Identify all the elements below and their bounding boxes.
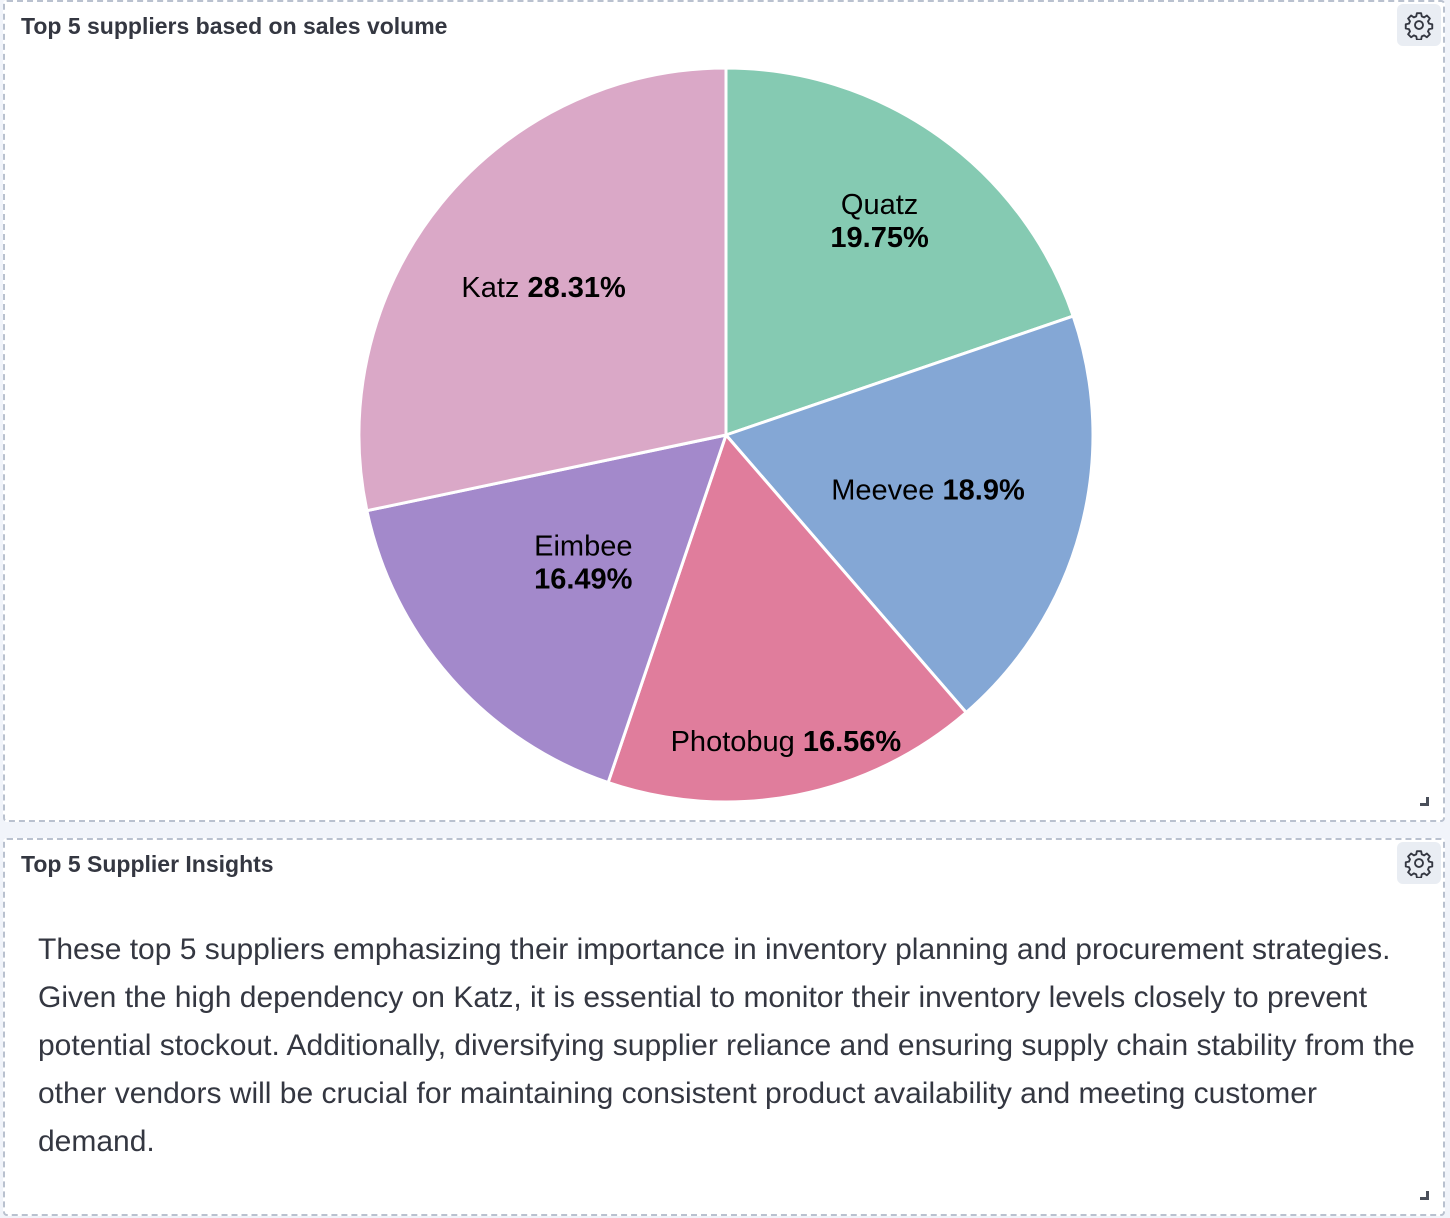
pie-slice-eimbee[interactable] [365,433,728,785]
pie-chart: Quatz 19.75% Meevee 18.9% Photobug 16.56% Ei… [357,66,1095,804]
chart-panel-settings-button[interactable] [1397,4,1441,46]
pie-label-percent: 18.9% [943,475,1025,507]
pie-label-name: Meevee [831,475,942,507]
pie-label-percent: 16.56% [803,726,902,758]
pie-label-quatz: Quatz 19.75% [830,189,929,254]
resize-handle[interactable] [1420,1191,1429,1200]
chart-panel: Top 5 suppliers based on sales volume Qu… [3,0,1445,822]
pie-slice-photobug[interactable] [606,433,968,804]
pie-slice-quatz[interactable] [724,66,1075,437]
insights-panel-settings-button[interactable] [1397,842,1441,884]
pie-label-meevee: Meevee 18.9% [831,475,1025,507]
gear-icon [1404,850,1434,878]
insights-panel-title: Top 5 Supplier Insights [21,851,274,877]
pie-label-percent: 16.49% [534,564,633,596]
pie-label-katz: Katz 28.31% [461,272,626,304]
resize-handle[interactable] [1420,797,1429,806]
pie-label-name: Eimbee [534,531,632,563]
pie-label-percent: 19.75% [830,222,929,254]
pie-label-percent: 28.31% [527,272,626,304]
pie-slice-katz[interactable] [357,66,728,513]
pie-label-photobug: Photobug 16.56% [671,726,902,758]
gear-icon [1404,12,1434,40]
pie-label-name: Katz [461,272,527,304]
chart-panel-title: Top 5 suppliers based on sales volume [21,13,448,39]
pie-label-name: Photobug [671,726,803,758]
insights-text: These top 5 suppliers emphasizing their … [38,933,1415,1158]
pie-label-name: Quatz [841,189,918,221]
pie-label-eimbee: Eimbee 16.49% [534,531,633,596]
insights-panel: Top 5 Supplier Insights These top 5 supp… [3,838,1445,1216]
pie-slice-meevee[interactable] [724,314,1095,715]
